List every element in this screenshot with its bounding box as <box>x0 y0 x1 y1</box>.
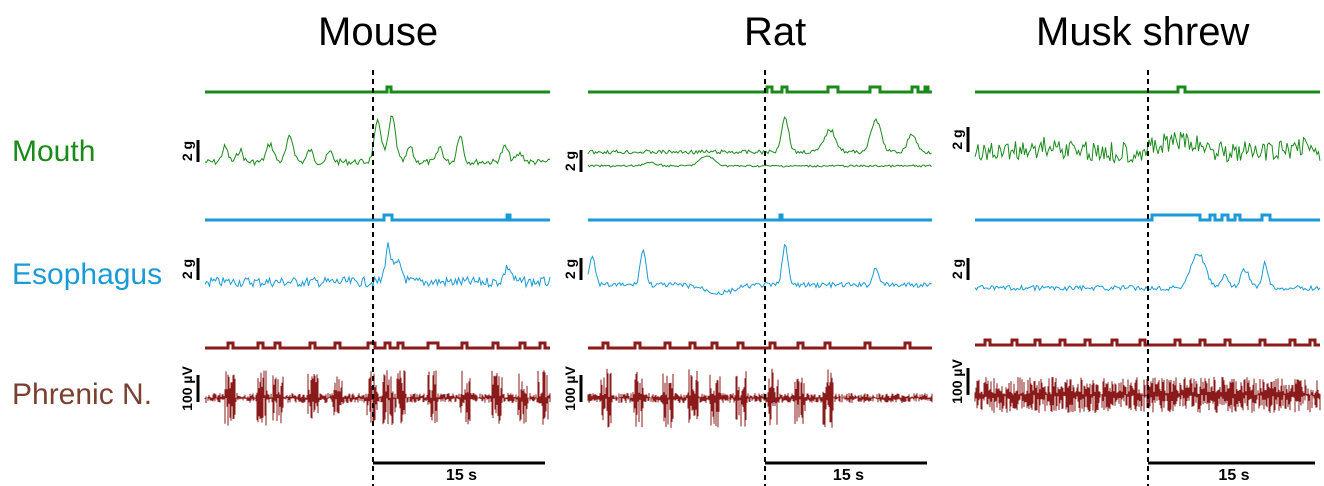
rat-phrenic-trace <box>587 368 933 428</box>
musk-shrew-esophagus-scale-label: 2 g <box>949 259 965 279</box>
musk-shrew-phrenic-scale-label: 100 µV <box>949 359 965 404</box>
title-musk-shrew: Musk shrew <box>1036 10 1250 54</box>
rat-phrenic-scale-label: 100 µV <box>562 366 578 411</box>
rat-esophagus-trace <box>587 243 932 296</box>
mouse-esophagus-scale-label: 2 g <box>179 259 195 279</box>
title-rat: Rat <box>744 10 807 54</box>
mouse-phrenic-events <box>205 341 550 350</box>
rat-phrenic-events <box>588 341 932 350</box>
musk-shrew-phrenic-events <box>975 338 1320 347</box>
mouse-mouth-trace <box>204 115 551 167</box>
rat-mouth-events <box>588 85 932 94</box>
musk-shrew-phrenic-trace <box>974 377 1321 413</box>
musk-shrew-time-label: 15 s <box>1218 467 1249 484</box>
title-mouse: Mouse <box>318 10 439 54</box>
rat-mouth-trace-b <box>587 116 932 156</box>
rat-esophagus-scale-label: 2 g <box>562 259 578 279</box>
rat-mouth-scale-label: 2 g <box>562 151 578 171</box>
mouse-time-label: 15 s <box>446 467 477 484</box>
mouse-mouth-scale-label: 2 g <box>179 141 195 161</box>
musk-shrew-mouth-trace <box>974 131 1321 164</box>
mouse-phrenic-trace <box>204 370 551 426</box>
musk-shrew-esophagus-events <box>975 213 1320 222</box>
row-label-phrenic: Phrenic N. <box>12 378 153 411</box>
row-label-esophagus: Esophagus <box>12 258 163 291</box>
row-label-mouth: Mouth <box>12 135 96 168</box>
musk-shrew-mouth-scale-label: 2 g <box>949 129 965 149</box>
rat-esophagus-events <box>588 213 932 222</box>
rat-time-label: 15 s <box>833 467 864 484</box>
rat-mouth-trace-a <box>587 155 932 168</box>
mouse-phrenic-scale-label: 100 µV <box>179 366 195 411</box>
mouse-mouth-events <box>205 85 550 94</box>
mouse-esophagus-trace <box>204 242 551 289</box>
mouse-esophagus-events <box>205 213 550 222</box>
musk-shrew-mouth-events <box>975 85 1320 94</box>
